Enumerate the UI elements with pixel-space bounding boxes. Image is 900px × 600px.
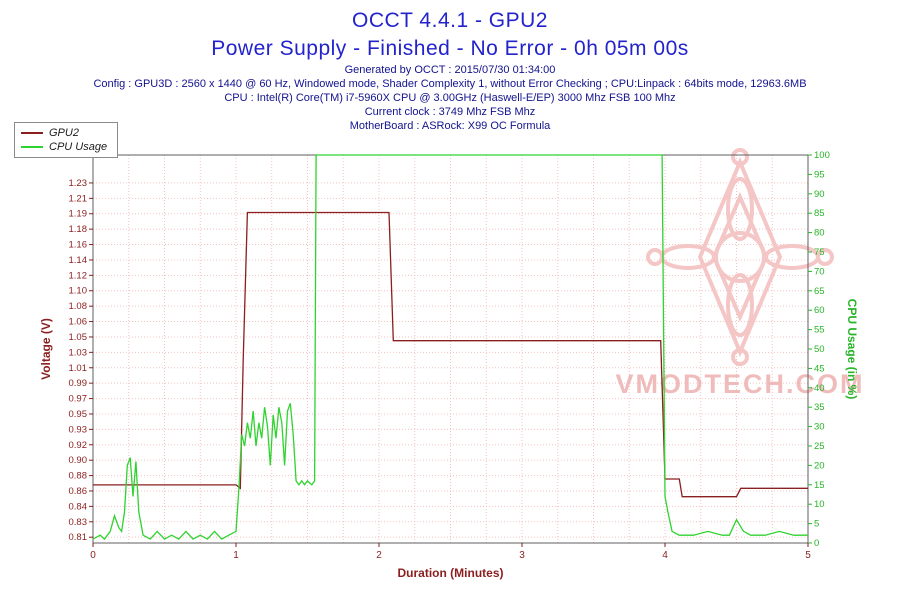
right-axis-ticks: 0 5 10 15 20 25 30 35 40 45 50 55 60 65 70 75 80 85 90 95 10…: [808, 150, 830, 549]
svg-text:0.92: 0.92: [69, 440, 88, 451]
legend-item-cpu-usage: CPU Usage: [21, 140, 107, 154]
svg-text:3: 3: [519, 550, 525, 561]
series-gpu2: [93, 211, 808, 498]
svg-text:45: 45: [814, 363, 825, 374]
svg-text:1.21: 1.21: [69, 193, 88, 204]
svg-text:1: 1: [233, 550, 239, 561]
legend-label-cpu-usage: CPU Usage: [49, 141, 108, 153]
vmodtech-crest-icon: [646, 148, 834, 366]
svg-text:55: 55: [814, 325, 825, 336]
svg-text:15: 15: [814, 480, 825, 491]
svg-text:0.95: 0.95: [69, 409, 88, 420]
svg-text:0.99: 0.99: [69, 378, 88, 389]
cpu-usage-line-sample-icon: [21, 146, 43, 148]
report-subtitle: Power Supply - Finished - No Error - 0h …: [211, 37, 689, 61]
svg-text:1.06: 1.06: [69, 317, 88, 328]
svg-text:0.81: 0.81: [69, 532, 88, 543]
svg-text:0.97: 0.97: [69, 394, 88, 405]
svg-text:95: 95: [814, 169, 825, 180]
svg-text:1.08: 1.08: [69, 301, 88, 312]
svg-text:50: 50: [814, 344, 825, 355]
gpu2-line-sample-icon: [21, 132, 43, 134]
svg-text:70: 70: [814, 266, 825, 277]
svg-text:0.86: 0.86: [69, 486, 88, 497]
svg-text:40: 40: [814, 383, 825, 394]
svg-text:90: 90: [814, 189, 825, 200]
svg-text:1.12: 1.12: [69, 270, 88, 281]
left-axis-ticks: 1.23 1.21 1.19 1.18 1.16 1.14 1.12 1.10 1.08 1.06…: [69, 178, 93, 543]
current-clock-line: Current clock : 3749 Mhz FSB Mhz: [364, 105, 536, 118]
svg-text:80: 80: [814, 228, 825, 239]
svg-text:1.16: 1.16: [69, 240, 88, 251]
svg-text:2: 2: [376, 550, 382, 561]
svg-text:1.18: 1.18: [69, 224, 88, 235]
svg-text:25: 25: [814, 441, 825, 452]
svg-text:4: 4: [662, 550, 668, 561]
voltage-cpu-usage-chart: VMODTECH.COM 1.23 1.21 1.19 1.18 1.16 1.14 1.12…: [39, 148, 865, 580]
svg-text:30: 30: [814, 422, 825, 433]
svg-text:0: 0: [814, 538, 819, 549]
svg-text:85: 85: [814, 208, 825, 219]
grid: [92, 155, 809, 543]
svg-text:35: 35: [814, 402, 825, 413]
svg-text:20: 20: [814, 460, 825, 471]
svg-text:75: 75: [814, 247, 825, 258]
chart-legend: GPU2 CPU Usage: [14, 122, 119, 158]
motherboard-line: MotherBoard : ASRock: X99 OC Formula: [349, 119, 551, 132]
svg-text:1.01: 1.01: [69, 363, 88, 374]
report-title: OCCT 4.4.1 - GPU2: [351, 9, 548, 32]
svg-text:0.84: 0.84: [69, 501, 88, 512]
left-axis-title: Voltage (V): [39, 318, 53, 380]
svg-text:1.10: 1.10: [69, 286, 88, 297]
svg-text:100: 100: [814, 150, 830, 161]
svg-text:0.88: 0.88: [69, 471, 88, 482]
legend-item-gpu2: GPU2: [21, 126, 107, 140]
generated-line: Generated by OCCT : 2015/07/30 01:34:00: [344, 63, 556, 76]
svg-text:10: 10: [814, 499, 825, 510]
x-axis-ticks: 0 1 2 3 4 5: [90, 543, 811, 561]
watermark: VMODTECH.COM: [616, 148, 865, 399]
config-line: Config : GPU3D : 2560 x 1440 @ 60 Hz, Wi…: [93, 77, 807, 90]
svg-text:1.14: 1.14: [69, 255, 88, 266]
svg-text:60: 60: [814, 305, 825, 316]
cpu-line: CPU : Intel(R) Core(TM) i7-5960X CPU @ 3…: [224, 91, 676, 104]
report-header: OCCT 4.4.1 - GPU2 Power Supply - Finishe…: [0, 0, 900, 134]
svg-text:0: 0: [90, 550, 96, 561]
svg-text:1.03: 1.03: [69, 347, 88, 358]
svg-text:5: 5: [814, 519, 819, 530]
svg-text:0.83: 0.83: [69, 517, 88, 528]
svg-text:65: 65: [814, 286, 825, 297]
svg-text:5: 5: [805, 550, 811, 561]
x-axis-title: Duration (Minutes): [398, 566, 504, 580]
series-cpu-usage: [92, 154, 808, 541]
svg-text:1.19: 1.19: [69, 209, 88, 220]
svg-text:0.93: 0.93: [69, 424, 88, 435]
right-axis-title: CPU Usage (in %): [845, 299, 859, 400]
svg-text:0.90: 0.90: [69, 455, 88, 466]
svg-text:1.05: 1.05: [69, 332, 88, 343]
svg-text:1.23: 1.23: [69, 178, 88, 189]
legend-label-gpu2: GPU2: [49, 127, 79, 139]
watermark-text: VMODTECH.COM: [616, 369, 865, 399]
